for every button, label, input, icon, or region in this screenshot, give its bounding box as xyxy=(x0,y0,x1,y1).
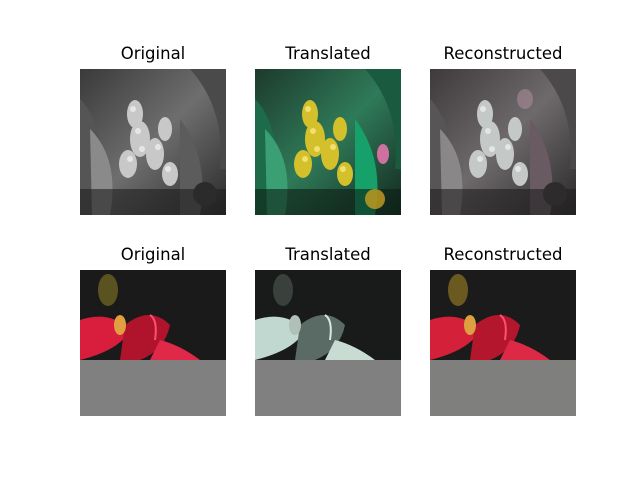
reconstructed-lily-image xyxy=(430,270,576,416)
panel-title: Translated xyxy=(285,245,371,264)
panel-title: Translated xyxy=(285,44,371,63)
colorized-flower-image xyxy=(255,69,401,215)
panel-title: Original xyxy=(120,44,186,63)
reconstructed-flower-image xyxy=(430,69,576,215)
panel-title: Original xyxy=(120,245,186,264)
red-lily-image xyxy=(80,270,226,416)
grayscale-flower-image xyxy=(80,69,226,215)
panel-title: Reconstructed xyxy=(443,245,563,264)
desaturated-lily-image xyxy=(255,270,401,416)
panel-title: Reconstructed xyxy=(443,44,563,63)
